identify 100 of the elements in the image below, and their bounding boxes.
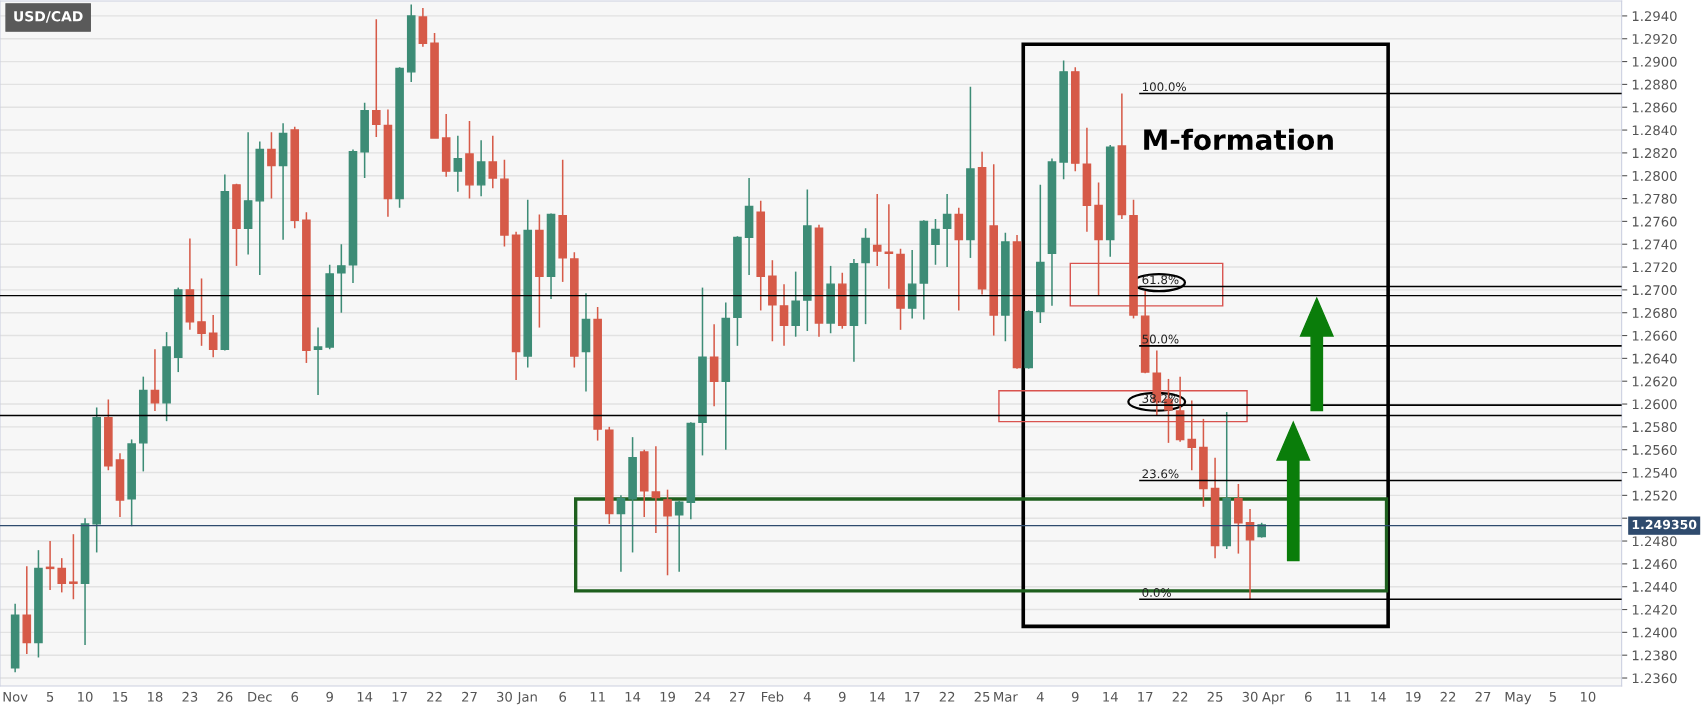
candlestick <box>651 445 661 534</box>
y-tick-label: 1.2800 <box>1632 170 1677 181</box>
candlestick <box>488 135 498 190</box>
y-tick-label: 1.2480 <box>1632 536 1677 547</box>
x-tick-label: 14 <box>1103 691 1118 702</box>
candlestick <box>663 488 672 577</box>
x-tick-label: 19 <box>1406 691 1421 702</box>
annotation: M-formation <box>1144 128 1333 151</box>
x-tick-label: 27 <box>730 691 745 702</box>
x-tick-label: May <box>1505 691 1532 705</box>
x-tick-label: 30 <box>497 691 512 702</box>
y-tick-label: 1.2660 <box>1632 330 1677 341</box>
x-tick-label: Nov <box>3 691 28 702</box>
x-tick-label: 14 <box>625 691 641 702</box>
x-tick-label: 22 <box>1440 691 1456 702</box>
x-tick-label: 9 <box>838 691 846 702</box>
y-tick-label: 1.2640 <box>1632 353 1677 364</box>
x-tick-label: 5 <box>46 691 54 702</box>
candlestick <box>1234 483 1243 555</box>
candlestick <box>197 277 206 347</box>
candlestick <box>208 314 218 359</box>
x-tick-label: 11 <box>590 691 605 702</box>
y-tick-label: 1.2840 <box>1632 125 1677 136</box>
x-tick-label: 4 <box>1036 691 1044 702</box>
candlestick <box>931 218 940 266</box>
annotation: 23.6% <box>1142 469 1179 479</box>
x-tick-label: 9 <box>1071 691 1079 702</box>
x-tick-label: 23 <box>182 691 198 702</box>
candlestick <box>476 139 486 198</box>
y-tick-label: 1.2920 <box>1632 33 1677 44</box>
x-tick-label: 10 <box>1580 691 1596 702</box>
y-tick-label: 1.2880 <box>1632 79 1677 90</box>
candlestick <box>69 533 78 601</box>
candlestick <box>942 193 952 268</box>
y-tick-label: 1.2360 <box>1632 673 1677 684</box>
y-tick-label: 1.2900 <box>1632 56 1677 67</box>
x-tick-label: Jan <box>516 691 537 705</box>
ref-line-label: 1.249350 <box>1632 519 1697 530</box>
x-tick-label: 10 <box>78 691 93 702</box>
x-tick-label: 14 <box>1371 691 1386 702</box>
y-tick-label: 1.2400 <box>1632 627 1677 638</box>
y-tick-label: 1.2700 <box>1632 285 1677 296</box>
annotation: 61.8% <box>1142 275 1179 285</box>
y-tick-label: 1.2680 <box>1632 307 1677 318</box>
y-tick-label: 1.2820 <box>1632 148 1677 159</box>
y-tick-label: 1.2780 <box>1632 193 1677 204</box>
candlestick <box>337 243 346 314</box>
candlestick <box>57 557 67 594</box>
y-tick-label: 1.2860 <box>1632 102 1677 113</box>
candlestick <box>791 270 800 338</box>
candlestick <box>313 326 323 396</box>
candlestick <box>267 131 276 200</box>
y-tick-label: 1.2440 <box>1632 581 1677 592</box>
y-tick-label: 1.2580 <box>1632 422 1677 433</box>
candlestick <box>779 283 789 347</box>
x-tick-label: 19 <box>660 691 675 702</box>
candlestick <box>453 135 463 193</box>
text: USD/CAD <box>14 11 83 23</box>
x-tick-label: Feb <box>762 691 784 702</box>
x-tick-label: 6 <box>559 691 567 702</box>
x-tick-label: 15 <box>113 691 128 702</box>
candlestick <box>371 18 381 138</box>
candlestick <box>861 227 870 325</box>
x-tick-label: 22 <box>939 691 955 702</box>
x-tick-label: 25 <box>974 691 990 702</box>
candlestick <box>1245 508 1255 601</box>
y-tick-label: 1.2620 <box>1632 376 1677 387</box>
x-tick-label: 17 <box>905 691 920 702</box>
x-tick-label: 6 <box>1304 691 1312 702</box>
candlestick <box>616 494 626 573</box>
x-tick-label: 6 <box>291 691 299 702</box>
x-tick-label: Mar <box>994 691 1018 702</box>
y-tick-label: 1.2460 <box>1632 559 1677 570</box>
y-tick-label: 1.2420 <box>1632 604 1677 615</box>
x-tick-label: Dec <box>248 691 272 702</box>
x-tick-label: 11 <box>1336 691 1351 702</box>
x-tick-label: 14 <box>870 691 885 702</box>
x-tick-label: 22 <box>427 691 442 702</box>
y-tick-label: 1.2940 <box>1632 11 1677 22</box>
x-tick-label: 9 <box>326 691 333 702</box>
y-tick-label: 1.2720 <box>1632 262 1677 273</box>
x-tick-label: 22 <box>1172 691 1188 702</box>
x-tick-label: 27 <box>1475 691 1491 702</box>
x-tick-label: 24 <box>695 691 711 702</box>
y-tick-label: 1.2560 <box>1632 444 1677 455</box>
y-tick-label: 1.2740 <box>1632 239 1677 250</box>
x-tick-label: 30 <box>1242 691 1258 702</box>
x-tick-label: 25 <box>1207 691 1223 702</box>
x-tick-label: 17 <box>392 691 407 702</box>
candlestick <box>709 323 719 408</box>
y-tick-label: 1.2380 <box>1632 650 1677 661</box>
candlestick <box>872 193 882 267</box>
x-tick-label: 27 <box>462 691 477 702</box>
x-tick-label: 26 <box>217 691 233 702</box>
y-tick-label: 1.2520 <box>1632 490 1677 501</box>
x-tick-label: 5 <box>1549 691 1556 702</box>
candlestick <box>150 348 160 412</box>
x-tick-label: 4 <box>803 691 811 702</box>
y-tick-label: 1.2540 <box>1632 467 1677 478</box>
x-tick-label: 18 <box>148 691 163 702</box>
